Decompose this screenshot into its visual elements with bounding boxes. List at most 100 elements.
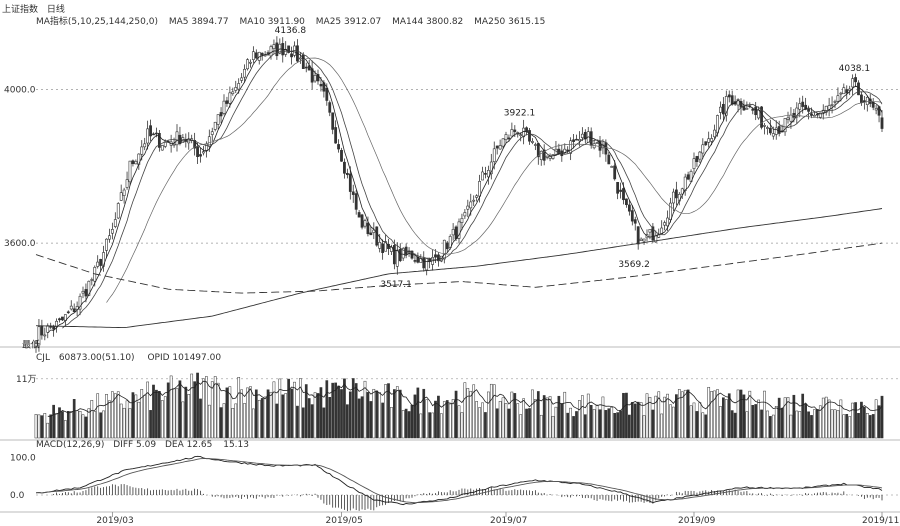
candle-body xyxy=(52,326,56,330)
candle-body xyxy=(90,279,94,281)
volume-bar xyxy=(757,399,760,439)
volume-bar xyxy=(630,402,634,439)
candle-body xyxy=(701,144,705,154)
candle-body xyxy=(116,203,120,219)
volume-bar xyxy=(536,391,540,439)
candle-body xyxy=(287,45,291,53)
candle-body xyxy=(575,138,578,141)
volume-bar xyxy=(833,409,837,439)
candle-body xyxy=(486,170,490,178)
candle-body xyxy=(707,138,711,143)
volume-bar xyxy=(284,393,288,439)
candle-body xyxy=(642,238,646,242)
volume-bar xyxy=(748,390,752,439)
candle-body xyxy=(119,192,123,201)
candle-body xyxy=(375,226,379,246)
volume-bar xyxy=(730,410,734,439)
volume-bar xyxy=(440,413,443,439)
volume-bar xyxy=(213,376,217,439)
volume-bar xyxy=(542,395,546,439)
volume-bar xyxy=(395,386,399,439)
volume-bar xyxy=(774,405,778,439)
price-extreme-label: 3569.2 xyxy=(618,260,650,270)
macd-name[interactable]: MACD(12,26,9) xyxy=(36,440,105,450)
candle-body xyxy=(434,254,437,258)
volume-bar xyxy=(75,410,79,439)
symbol-label[interactable]: 上证指数 xyxy=(2,5,39,15)
candle-body xyxy=(348,173,352,192)
volume-bar xyxy=(622,392,625,439)
volume-bar xyxy=(860,401,863,439)
volume-bar xyxy=(169,375,173,439)
candle-body xyxy=(395,249,399,267)
volume-bar xyxy=(736,389,740,439)
volume-bar xyxy=(492,384,496,439)
candle-body xyxy=(251,51,255,60)
volume-bar xyxy=(545,397,549,439)
candle-body xyxy=(801,101,805,107)
macd-pane: 100.0 0.0 xyxy=(0,454,900,513)
volume-bar xyxy=(46,422,50,439)
volume-bar xyxy=(880,395,884,439)
volume-bar xyxy=(266,389,270,439)
volume-bar xyxy=(384,384,387,439)
volume-bar xyxy=(202,378,205,439)
volume-bar xyxy=(61,411,64,439)
x-tick-label: 2019/09 xyxy=(678,516,716,526)
candle-body xyxy=(460,218,464,223)
candle-body xyxy=(37,326,41,346)
candle-body xyxy=(87,280,91,296)
volume-bar xyxy=(378,392,382,439)
volume-bar xyxy=(445,400,449,439)
candle-body xyxy=(378,242,382,249)
candle-body xyxy=(610,166,614,168)
candle-body xyxy=(178,134,182,144)
macd-diff-line xyxy=(35,455,883,506)
candle-body xyxy=(69,305,73,310)
volume-bar xyxy=(854,402,857,439)
volume-bar xyxy=(442,401,446,439)
candle-body xyxy=(128,160,132,183)
ma25-value: MA25 3912.07 xyxy=(315,17,382,27)
candle-body xyxy=(851,78,855,88)
ma-group-label[interactable]: MA指标(5,10,25,144,250,0) xyxy=(36,17,158,27)
volume-bar xyxy=(560,403,564,439)
candle-body xyxy=(572,139,575,142)
candle-body xyxy=(210,131,214,135)
volume-bar xyxy=(733,412,737,439)
volume-bar xyxy=(616,412,619,439)
volume-bar xyxy=(193,381,196,439)
volume-bar xyxy=(252,408,255,439)
volume-bar xyxy=(366,392,370,439)
cjl-label[interactable]: CJL xyxy=(36,353,50,363)
volume-bar xyxy=(119,403,123,439)
volume-bar xyxy=(771,414,775,439)
volume-bar xyxy=(346,404,349,439)
candle-body xyxy=(160,145,164,151)
volume-bar xyxy=(375,390,379,439)
volume-bar xyxy=(290,388,293,439)
candle-body xyxy=(140,146,144,155)
candle-body xyxy=(234,87,238,91)
volume-bar xyxy=(501,397,505,439)
candle-body xyxy=(108,235,111,240)
candle-body xyxy=(451,229,455,236)
candle-body xyxy=(639,238,643,241)
volume-bar xyxy=(504,403,508,439)
volume-bar xyxy=(871,414,875,439)
candle-body xyxy=(745,108,749,110)
period-label[interactable]: 日线 xyxy=(46,5,65,15)
x-tick-label: 2019/03 xyxy=(96,516,133,526)
macd-legend: MACD(12,26,9) DIFF 5.09 DEA 12.65 15.13 xyxy=(36,440,249,450)
candle-body xyxy=(501,138,505,147)
candle-body xyxy=(528,130,531,142)
candle-body xyxy=(848,88,852,91)
volume-bar xyxy=(225,387,229,439)
candle-body xyxy=(539,150,543,160)
volume-bar xyxy=(877,405,881,439)
candle-body xyxy=(222,100,226,114)
volume-bar xyxy=(739,389,743,439)
volume-bar xyxy=(55,413,58,439)
